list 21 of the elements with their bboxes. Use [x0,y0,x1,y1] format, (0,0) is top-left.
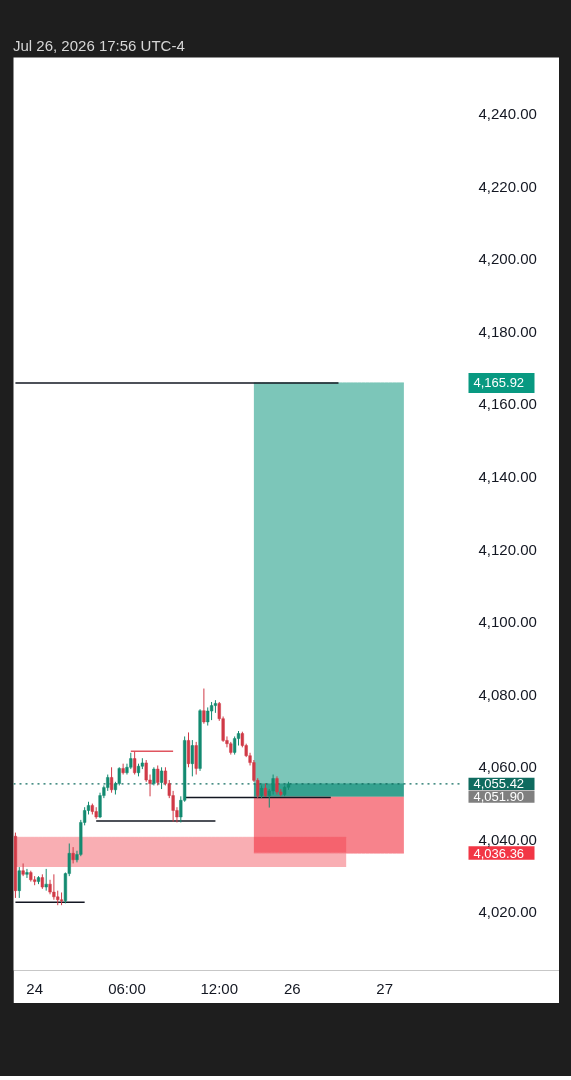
y-tick-label: 4,060.00 [478,758,537,776]
y-tick-label: 4,180.00 [478,322,537,340]
y-tick-label: 4,200.00 [478,250,537,268]
y-tick-label: 4,120.00 [478,540,537,558]
y-tick-label: 4,160.00 [478,395,537,413]
chart-title: Jul 26, 2026 17:56 UTC-4 [13,36,185,56]
y-tick-label: 4,020.00 [478,903,537,921]
y-tick-label: 4,140.00 [478,467,537,485]
y-tick-label: 4,220.00 [478,177,537,195]
y-tick-label: 4,040.00 [478,830,537,848]
y2-tick-label: 4,051.90 [473,789,525,805]
y-tick-label: 4,240.00 [478,105,537,123]
y-tick-label: 4,080.00 [478,685,537,703]
y2-tick-label: 4,055.42 [473,776,525,792]
x-tick-label: 06:00 [108,979,146,997]
x-tick-label: 24 [26,979,43,997]
y-tick-label: 4,100.00 [478,613,537,631]
x-tick-label: 12:00 [200,979,239,997]
x-tick-label: 26 [284,979,301,997]
x-tick-label: 27 [376,979,393,997]
y2-tick-label: 4,165.92 [473,375,525,391]
